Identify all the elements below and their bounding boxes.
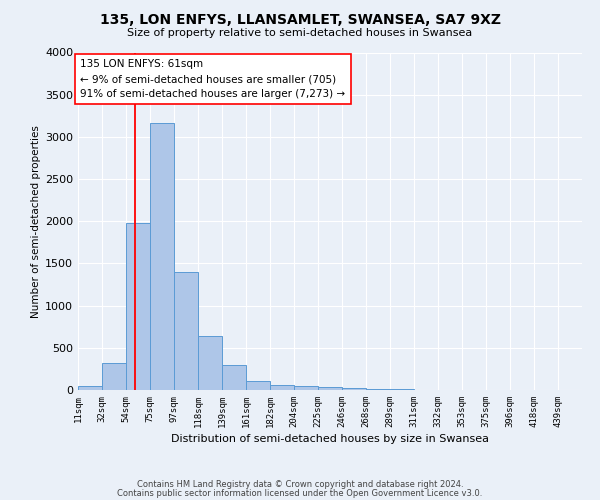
Bar	[78, 386, 102, 390]
Bar	[222, 364, 246, 390]
Text: 135, LON ENFYS, LLANSAMLET, SWANSEA, SA7 9XZ: 135, LON ENFYS, LLANSAMLET, SWANSEA, SA7…	[100, 12, 500, 26]
Bar	[198, 336, 222, 390]
Bar	[270, 384, 294, 390]
Bar	[366, 388, 390, 390]
Y-axis label: Number of semi-detached properties: Number of semi-detached properties	[31, 125, 41, 318]
Bar	[294, 386, 318, 390]
Bar	[342, 388, 366, 390]
Bar	[102, 363, 126, 390]
Text: Size of property relative to semi-detached houses in Swansea: Size of property relative to semi-detach…	[127, 28, 473, 38]
X-axis label: Distribution of semi-detached houses by size in Swansea: Distribution of semi-detached houses by …	[171, 434, 489, 444]
Text: 135 LON ENFYS: 61sqm
← 9% of semi-detached houses are smaller (705)
91% of semi-: 135 LON ENFYS: 61sqm ← 9% of semi-detach…	[80, 59, 346, 99]
Bar	[246, 380, 270, 390]
Text: Contains public sector information licensed under the Open Government Licence v3: Contains public sector information licen…	[118, 488, 482, 498]
Bar	[174, 272, 198, 390]
Bar	[126, 223, 150, 390]
Bar	[318, 387, 342, 390]
Bar	[150, 124, 174, 390]
Text: Contains HM Land Registry data © Crown copyright and database right 2024.: Contains HM Land Registry data © Crown c…	[137, 480, 463, 489]
